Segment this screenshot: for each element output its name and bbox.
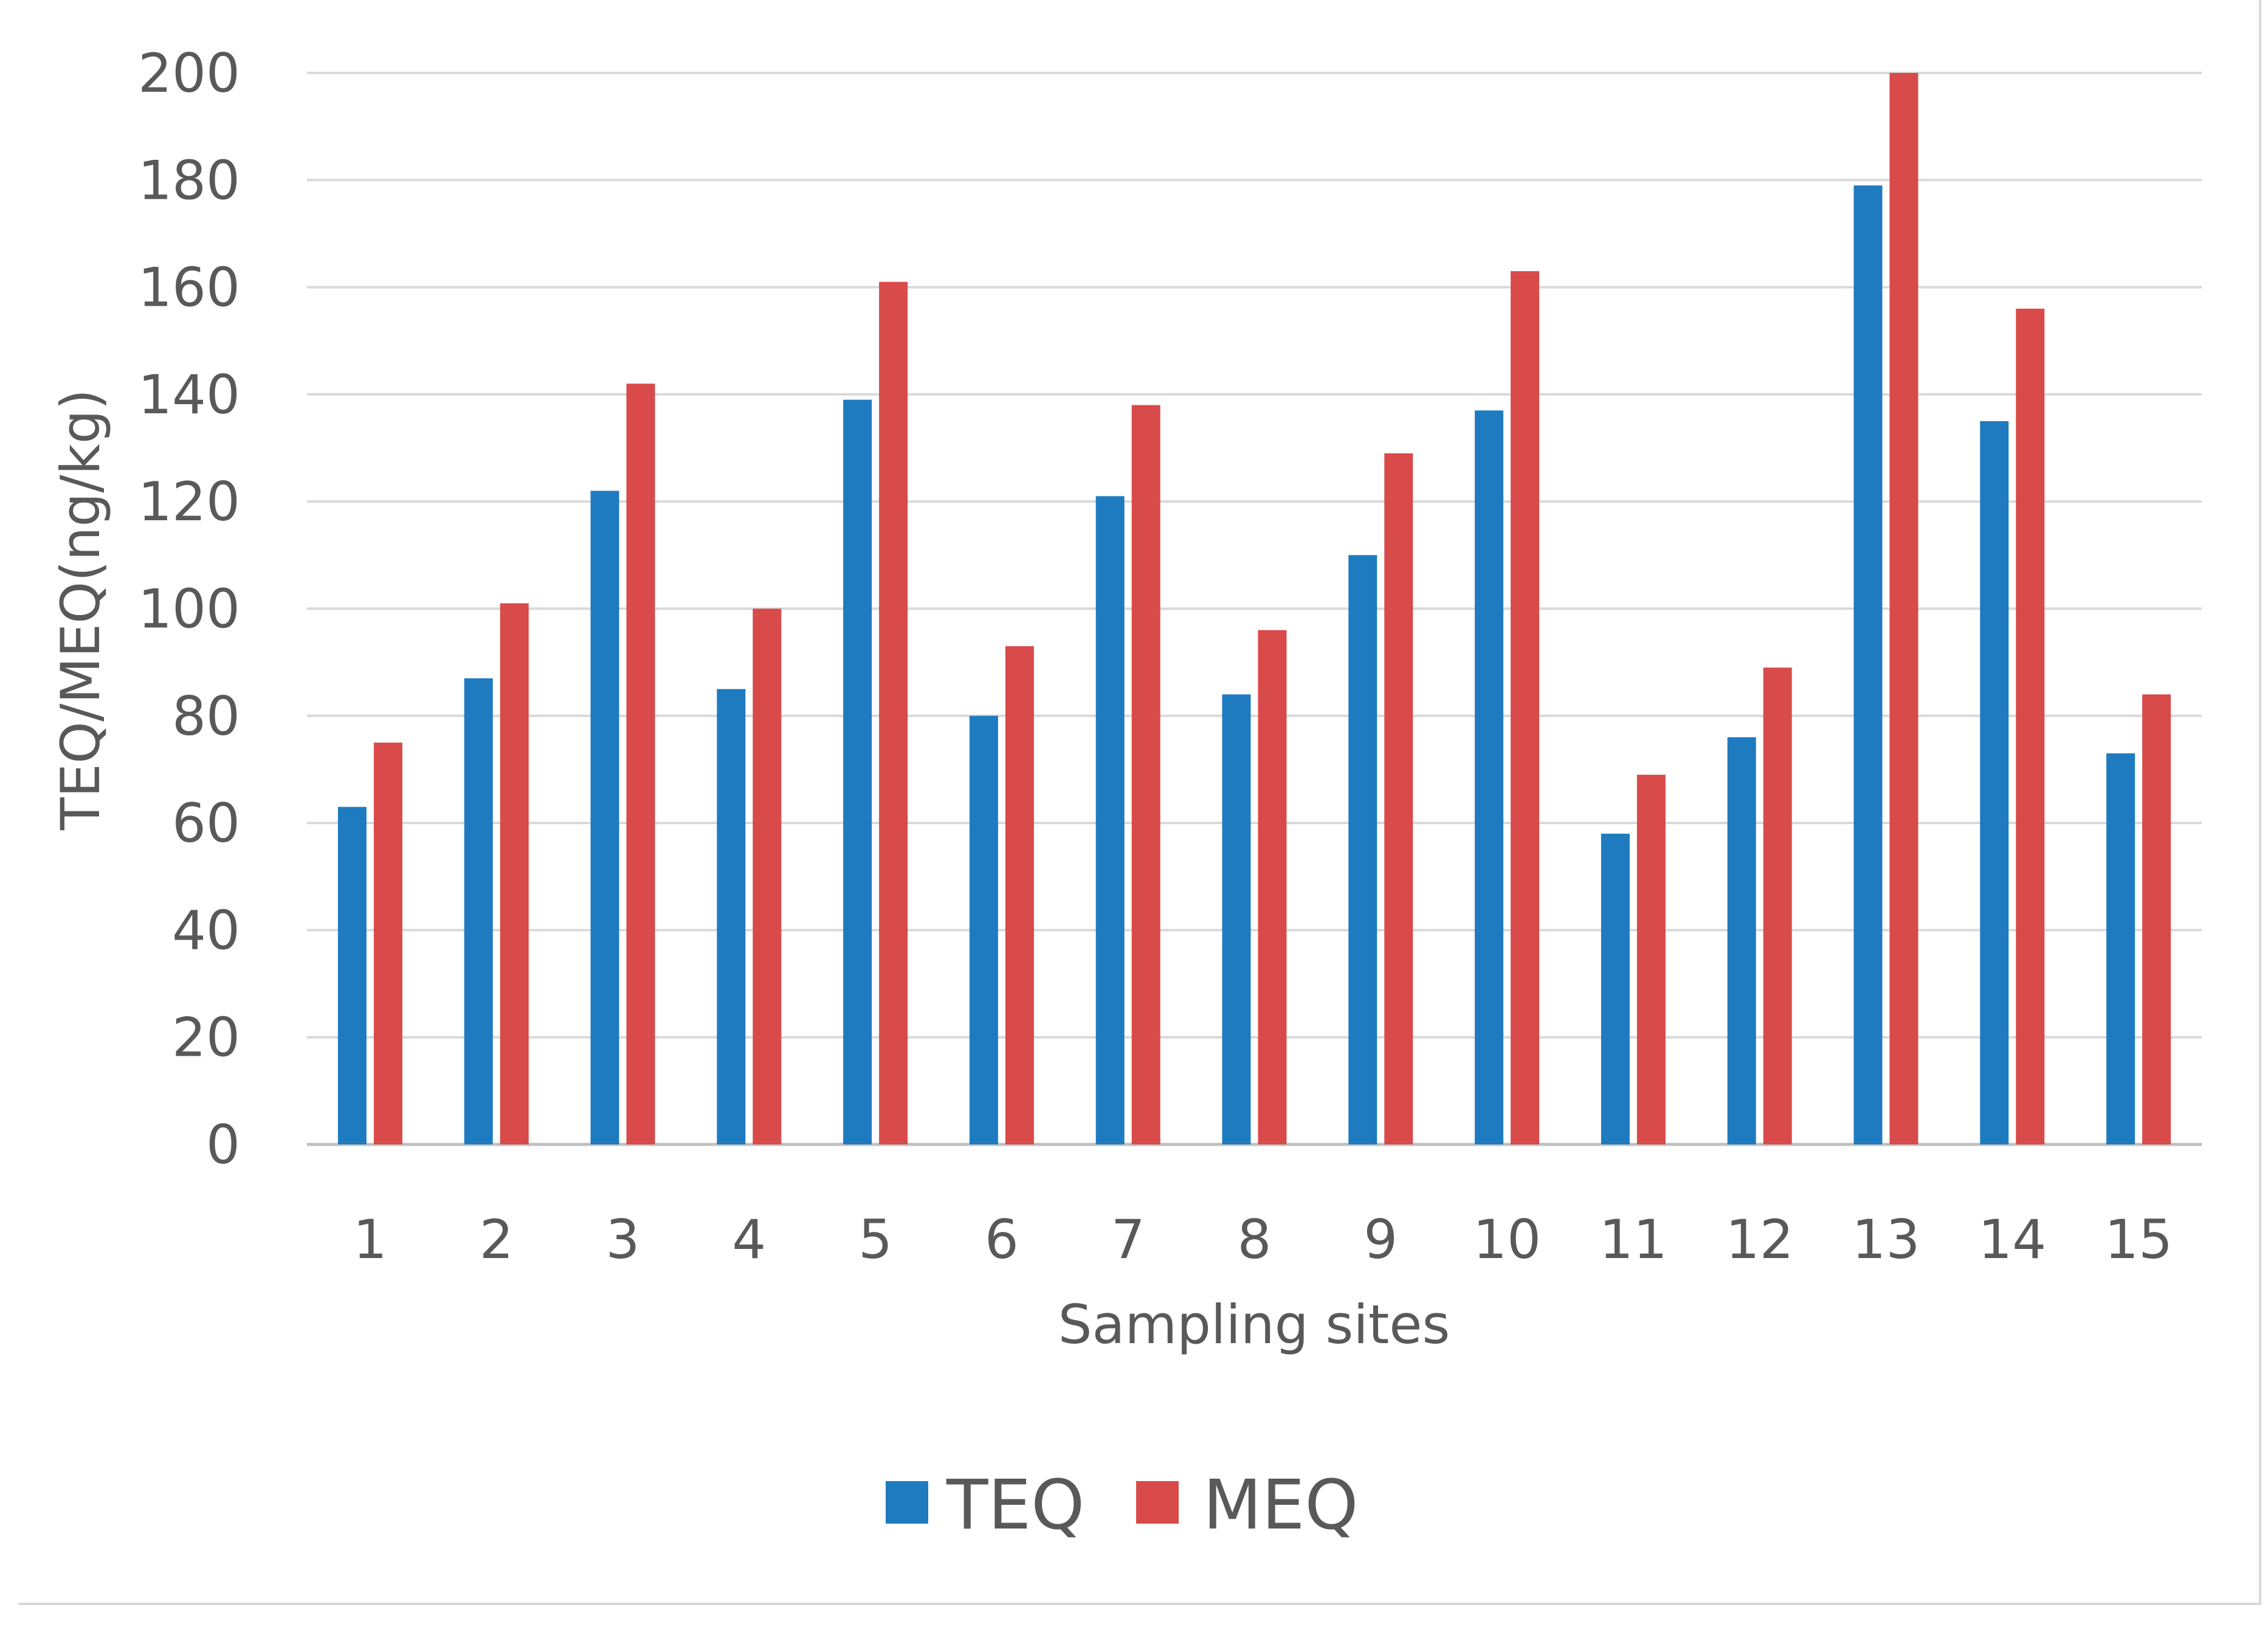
bar-teq <box>590 490 619 1144</box>
x-tick-label: 12 <box>1726 1208 1794 1271</box>
bar-teq <box>1601 833 1630 1144</box>
y-axis-title: TEQ/MEQ(ng/kg) <box>49 389 112 831</box>
x-tick-label: 3 <box>606 1208 640 1271</box>
x-axis-title: Sampling sites <box>1058 1293 1450 1356</box>
bar-meq <box>1131 405 1160 1144</box>
y-tick-label: 140 <box>138 363 240 426</box>
bar-teq <box>1727 737 1756 1144</box>
bars <box>337 73 2171 1144</box>
legend: TEQ MEQ <box>886 1466 1359 1545</box>
bar-teq <box>1853 185 1883 1144</box>
x-tick-label: 7 <box>1111 1208 1145 1271</box>
bar-meq <box>1511 271 1540 1144</box>
x-tick-label: 14 <box>1978 1208 2046 1271</box>
bar-meq <box>1889 73 1918 1144</box>
bar-meq <box>626 383 655 1144</box>
figure-bottom-border <box>18 1603 2261 1605</box>
x-tick-label: 13 <box>1852 1208 1920 1271</box>
x-tick-label: 2 <box>480 1208 514 1271</box>
x-tick-label: 1 <box>353 1208 387 1271</box>
gridlines <box>307 72 2202 1146</box>
bar-meq <box>2016 308 2045 1144</box>
x-tick-label: 6 <box>985 1208 1019 1271</box>
y-tick-label: 120 <box>138 470 240 533</box>
bar-teq <box>1980 421 2009 1144</box>
legend-label-meq: MEQ <box>1203 1466 1359 1545</box>
x-tick-label: 8 <box>1238 1208 1272 1271</box>
bar-teq <box>464 678 493 1144</box>
bar-teq <box>843 399 872 1144</box>
legend-swatch-teq <box>886 1481 928 1524</box>
bar-teq <box>1222 694 1251 1144</box>
bar-teq <box>1475 410 1504 1144</box>
y-tick-label: 80 <box>172 685 240 748</box>
bar-meq <box>500 603 529 1144</box>
x-tick-label: 5 <box>858 1208 892 1271</box>
y-tick-label: 0 <box>206 1113 240 1176</box>
y-tick-label: 40 <box>172 899 240 961</box>
bar-teq <box>1348 555 1377 1144</box>
x-tick-label: 10 <box>1473 1208 1541 1271</box>
y-tick-label: 100 <box>138 578 240 641</box>
y-tick-label: 20 <box>172 1006 240 1069</box>
bar-meq <box>1005 646 1034 1144</box>
bar-meq <box>879 281 908 1144</box>
x-tick-label: 15 <box>2104 1208 2173 1271</box>
legend-label-teq: TEQ <box>946 1466 1084 1545</box>
bar-teq <box>969 715 998 1144</box>
bar-meq <box>1384 453 1413 1144</box>
bar-meq <box>1258 630 1287 1144</box>
bar-meq <box>753 608 782 1144</box>
bar-meq <box>373 742 402 1144</box>
x-tick-label: 9 <box>1363 1208 1398 1271</box>
bar-meq <box>1636 774 1666 1144</box>
bar-teq <box>1095 496 1125 1144</box>
legend-swatch-meq <box>1136 1481 1179 1524</box>
figure-right-border <box>2259 0 2261 1605</box>
bar-meq <box>2142 694 2171 1144</box>
bar-teq <box>337 806 367 1144</box>
x-tick-label: 4 <box>732 1208 766 1271</box>
bar-teq <box>2106 753 2135 1144</box>
y-tick-label: 180 <box>138 149 240 211</box>
y-tick-label: 60 <box>172 792 240 855</box>
x-tick-label: 11 <box>1599 1208 1667 1271</box>
bar-teq <box>717 689 746 1144</box>
y-tick-label: 200 <box>138 42 240 105</box>
y-tick-label: 160 <box>138 256 240 319</box>
bar-meq <box>1763 667 1792 1144</box>
